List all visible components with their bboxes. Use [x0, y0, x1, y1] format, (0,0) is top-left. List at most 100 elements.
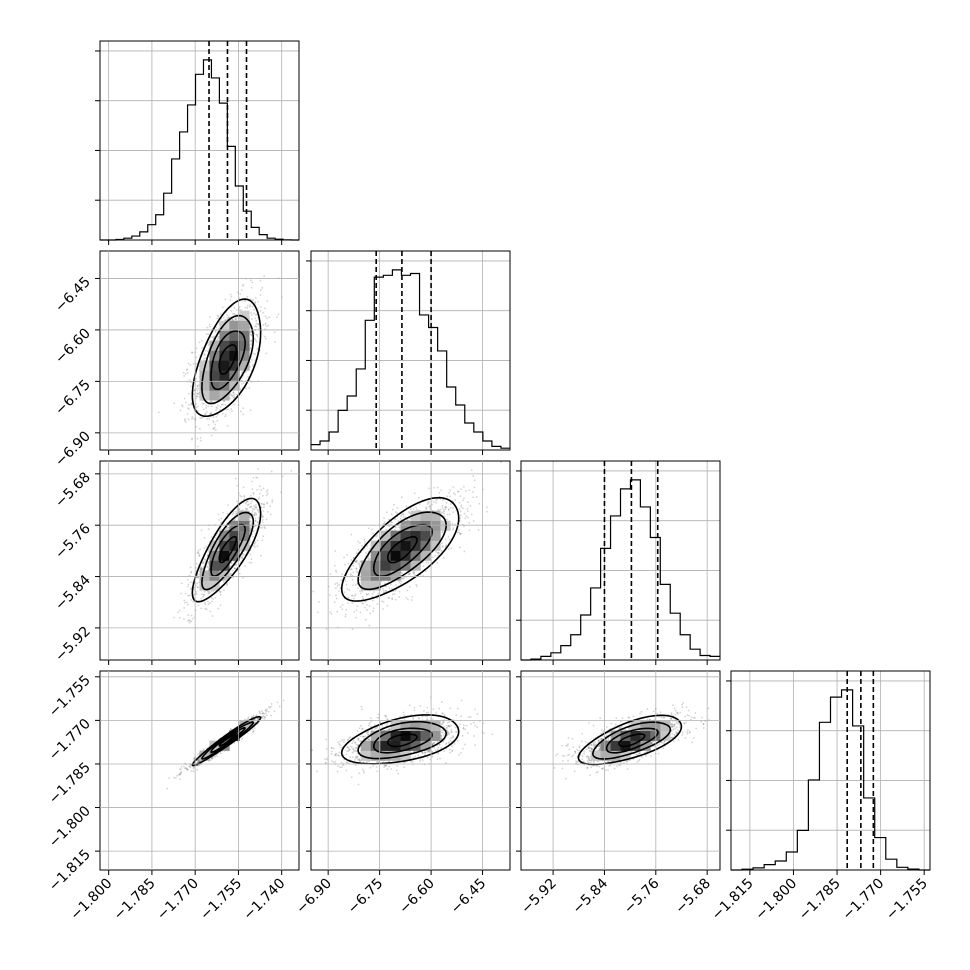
scatter-point: [253, 312, 255, 315]
scatter-point: [242, 382, 245, 384]
scatter-point: [196, 445, 199, 448]
scatter-point: [261, 494, 264, 497]
scatter-point: [232, 391, 235, 394]
scatter-point: [189, 385, 192, 388]
histogram-bars: [311, 269, 510, 449]
scatter-point: [219, 604, 222, 607]
scatter-point: [352, 597, 355, 600]
scatter-point: [249, 361, 252, 363]
scatter-point: [219, 408, 221, 411]
scatter-point: [459, 510, 462, 513]
scatter-point: [231, 394, 234, 397]
scatter-point: [210, 434, 213, 437]
scatter-point: [197, 392, 199, 395]
scatter-point: [336, 610, 339, 613]
scatter-point: [180, 592, 183, 595]
scatter-point: [207, 344, 210, 346]
scatter-point: [363, 538, 366, 541]
scatter-point: [467, 501, 469, 504]
scatter-point: [264, 323, 267, 326]
scatter-point: [197, 384, 200, 387]
scatter-point: [354, 593, 357, 596]
scatter-point: [250, 494, 252, 497]
scatter-point: [253, 542, 256, 545]
scatter-point: [410, 508, 412, 511]
histogram-bars: [731, 689, 930, 871]
scatter-point: [191, 351, 194, 354]
scatter-point: [206, 417, 209, 420]
scatter-point: [234, 318, 237, 321]
scatter-point: [261, 527, 263, 529]
scatter-point: [200, 607, 203, 610]
scatter-point: [231, 319, 234, 321]
scatter-point: [367, 558, 370, 561]
scatter-point: [460, 488, 463, 491]
scatter-point: [256, 521, 259, 524]
panel-grid: [100, 461, 299, 660]
scatter-point: [219, 593, 222, 596]
scatter-point: [415, 508, 418, 511]
scatter-point: [357, 548, 360, 551]
scatter-point: [187, 408, 190, 410]
scatter-point: [200, 597, 203, 600]
scatter-point: [352, 556, 355, 559]
scatter-point: [386, 604, 389, 607]
scatter-point: [405, 596, 408, 599]
scatter-point: [383, 517, 385, 519]
density-block: [390, 550, 401, 561]
scatter-point: [203, 357, 205, 360]
scatter-point: [383, 521, 386, 523]
scatter-point: [344, 563, 346, 566]
scatter-point: [457, 490, 460, 493]
scatter-point: [214, 331, 217, 333]
scatter-point: [270, 714, 273, 717]
scatter-point: [221, 412, 224, 415]
scatter-point: [255, 325, 258, 328]
scatter-point: [223, 400, 226, 403]
scatter-point: [458, 531, 461, 534]
panel-ticks: [516, 470, 708, 665]
scatter-point: [261, 539, 264, 542]
scatter-point: [391, 587, 393, 590]
scatter-point: [234, 567, 237, 570]
scatter-point: [358, 564, 361, 567]
scatter-point: [210, 401, 213, 403]
scatter-point: [238, 572, 241, 575]
scatter-point: [214, 429, 217, 432]
histogram-frame: [99, 40, 300, 241]
scatter-point: [204, 601, 206, 604]
scatter-point: [192, 362, 195, 365]
scatter-point: [241, 371, 244, 374]
scatter-point: [440, 489, 443, 492]
scatter-point: [208, 316, 211, 319]
scatter-point: [462, 485, 465, 488]
scatter-point: [230, 393, 232, 396]
scatter-point: [265, 325, 268, 328]
scatter-point: [447, 536, 450, 538]
scatter-point: [345, 583, 348, 586]
scatter-point: [199, 439, 202, 442]
scatter-point: [382, 608, 385, 610]
scatter-point: [190, 403, 193, 406]
histogram-panel: [310, 250, 511, 451]
scatter-point: [371, 599, 374, 602]
scatter-point: [189, 566, 192, 569]
scatter-point: [187, 594, 189, 597]
scatter-point: [201, 593, 203, 596]
scatter-point: [388, 518, 390, 521]
scatter-point: [247, 375, 250, 378]
scatter-point: [253, 514, 256, 517]
scatter-point: [210, 412, 212, 415]
scatter-point: [343, 591, 346, 594]
scatter-point: [463, 512, 466, 515]
scatter-point: [252, 476, 255, 479]
scatter-point: [454, 493, 456, 496]
scatter-point: [195, 356, 198, 359]
scatter-point: [333, 564, 336, 567]
scatter-point: [415, 583, 418, 586]
scatter-point: [355, 552, 358, 555]
scatter-point: [366, 545, 368, 548]
scatter-point: [257, 322, 260, 325]
scatter-point: [264, 315, 267, 318]
scatter-point: [207, 528, 210, 531]
